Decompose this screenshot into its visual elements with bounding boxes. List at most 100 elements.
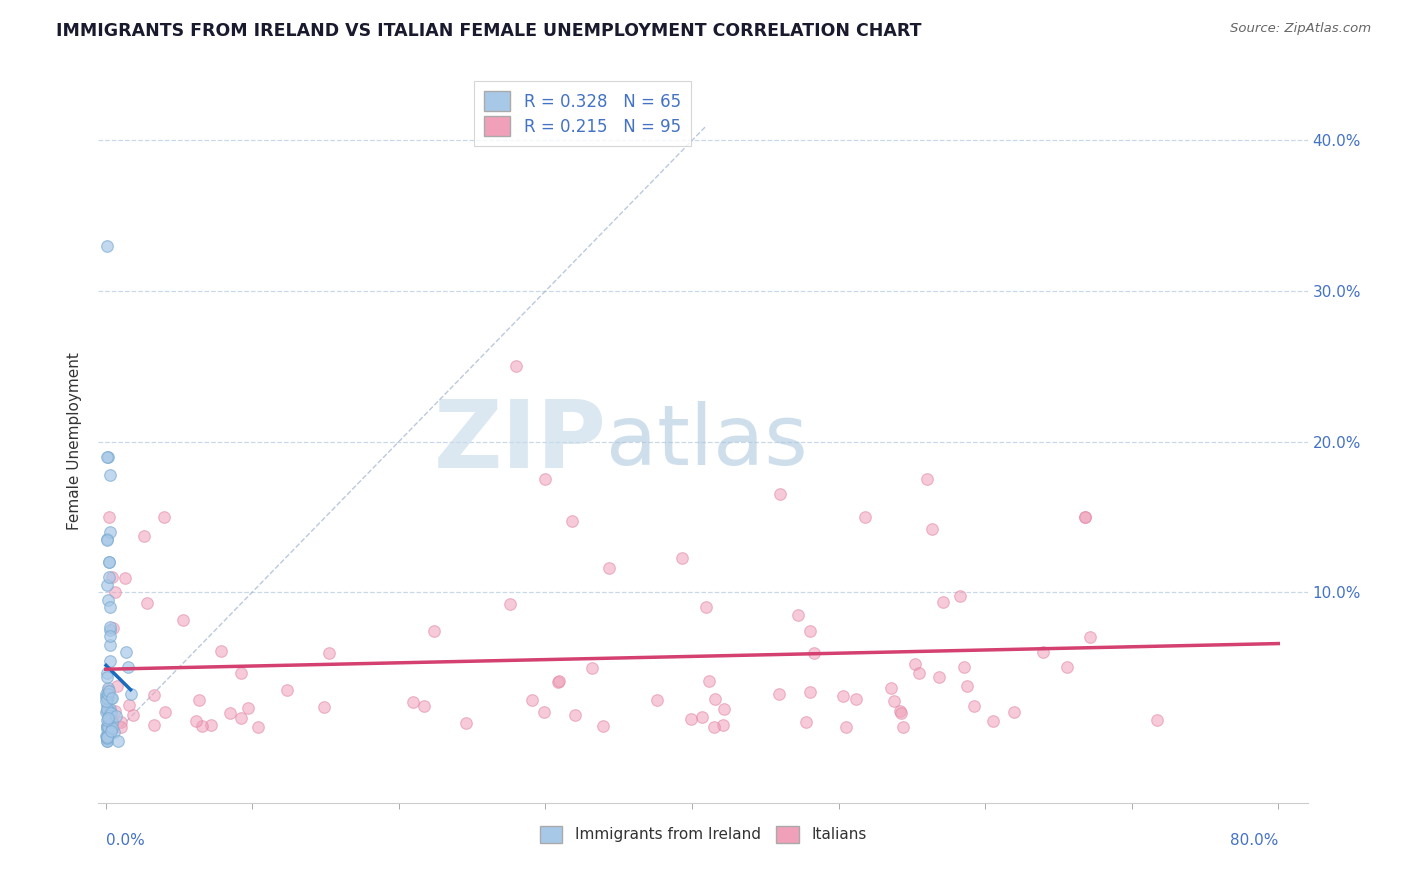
Point: [681, 712, 703, 726]
Point: [949, 589, 972, 603]
Point: [1078, 630, 1101, 644]
Point: [98, 629, 121, 643]
Point: [97, 450, 120, 464]
Point: [548, 673, 571, 688]
Point: [101, 716, 124, 731]
Point: [110, 714, 132, 729]
Point: [921, 522, 943, 536]
Point: [218, 706, 240, 721]
Point: [96, 239, 118, 253]
Point: [98, 570, 121, 584]
Point: [98, 467, 121, 482]
Point: [904, 657, 927, 672]
Point: [98, 705, 121, 719]
Point: [505, 359, 527, 374]
Text: IMMIGRANTS FROM IRELAND VS ITALIAN FEMALE UNEMPLOYMENT CORRELATION CHART: IMMIGRANTS FROM IRELAND VS ITALIAN FEMAL…: [56, 22, 922, 40]
Point: [132, 529, 155, 543]
Text: ZIP: ZIP: [433, 395, 606, 488]
Point: [105, 709, 128, 723]
Point: [96, 730, 118, 744]
Point: [561, 514, 583, 528]
Point: [96, 666, 118, 681]
Point: [97, 729, 120, 743]
Point: [276, 683, 298, 698]
Point: [98, 654, 121, 668]
Point: [184, 714, 207, 728]
Point: [956, 679, 979, 693]
Point: [97, 708, 120, 723]
Point: [103, 725, 125, 739]
Point: [97, 690, 120, 705]
Point: [690, 710, 713, 724]
Point: [703, 720, 725, 734]
Point: [803, 646, 825, 660]
Point: [98, 623, 121, 637]
Point: [402, 695, 425, 709]
Point: [932, 595, 955, 609]
Point: [96, 533, 118, 547]
Point: [96, 734, 118, 748]
Point: [96, 722, 118, 736]
Point: [100, 691, 122, 706]
Point: [98, 509, 121, 524]
Legend: Immigrants from Ireland, Italians: Immigrants from Ireland, Italians: [533, 820, 873, 849]
Point: [581, 661, 603, 675]
Point: [96, 731, 118, 746]
Point: [314, 699, 336, 714]
Point: [711, 717, 734, 731]
Point: [889, 704, 911, 718]
Point: [423, 624, 446, 638]
Point: [891, 720, 914, 734]
Point: [172, 613, 194, 627]
Point: [456, 716, 478, 731]
Point: [413, 698, 436, 713]
Point: [98, 524, 121, 539]
Point: [915, 472, 938, 486]
Point: [1074, 509, 1097, 524]
Point: [135, 596, 157, 610]
Point: [671, 551, 693, 566]
Point: [883, 694, 905, 708]
Point: [499, 597, 522, 611]
Point: [96, 704, 118, 718]
Point: [845, 692, 868, 706]
Point: [96, 698, 118, 713]
Point: [96, 705, 118, 719]
Point: [191, 719, 214, 733]
Point: [105, 679, 128, 693]
Point: [101, 714, 124, 729]
Point: [104, 585, 127, 599]
Point: [835, 720, 858, 734]
Point: [120, 687, 142, 701]
Point: [236, 700, 259, 714]
Point: [97, 704, 120, 718]
Point: [97, 716, 120, 731]
Point: [97, 721, 120, 735]
Point: [101, 691, 124, 706]
Point: [117, 660, 139, 674]
Point: [96, 670, 118, 684]
Point: [97, 717, 120, 731]
Point: [769, 487, 792, 501]
Point: [100, 724, 122, 739]
Text: atlas: atlas: [606, 401, 808, 482]
Point: [879, 681, 901, 695]
Point: [547, 674, 569, 689]
Point: [96, 734, 118, 748]
Point: [94, 694, 117, 708]
Point: [96, 719, 118, 733]
Point: [97, 727, 120, 741]
Point: [97, 687, 120, 701]
Point: [100, 706, 122, 721]
Point: [115, 645, 138, 659]
Point: [100, 569, 122, 583]
Point: [247, 720, 270, 734]
Point: [1056, 660, 1078, 674]
Point: [101, 621, 124, 635]
Point: [143, 688, 166, 702]
Point: [209, 643, 232, 657]
Point: [187, 693, 209, 707]
Point: [1074, 509, 1097, 524]
Point: [97, 683, 120, 698]
Point: [97, 555, 120, 569]
